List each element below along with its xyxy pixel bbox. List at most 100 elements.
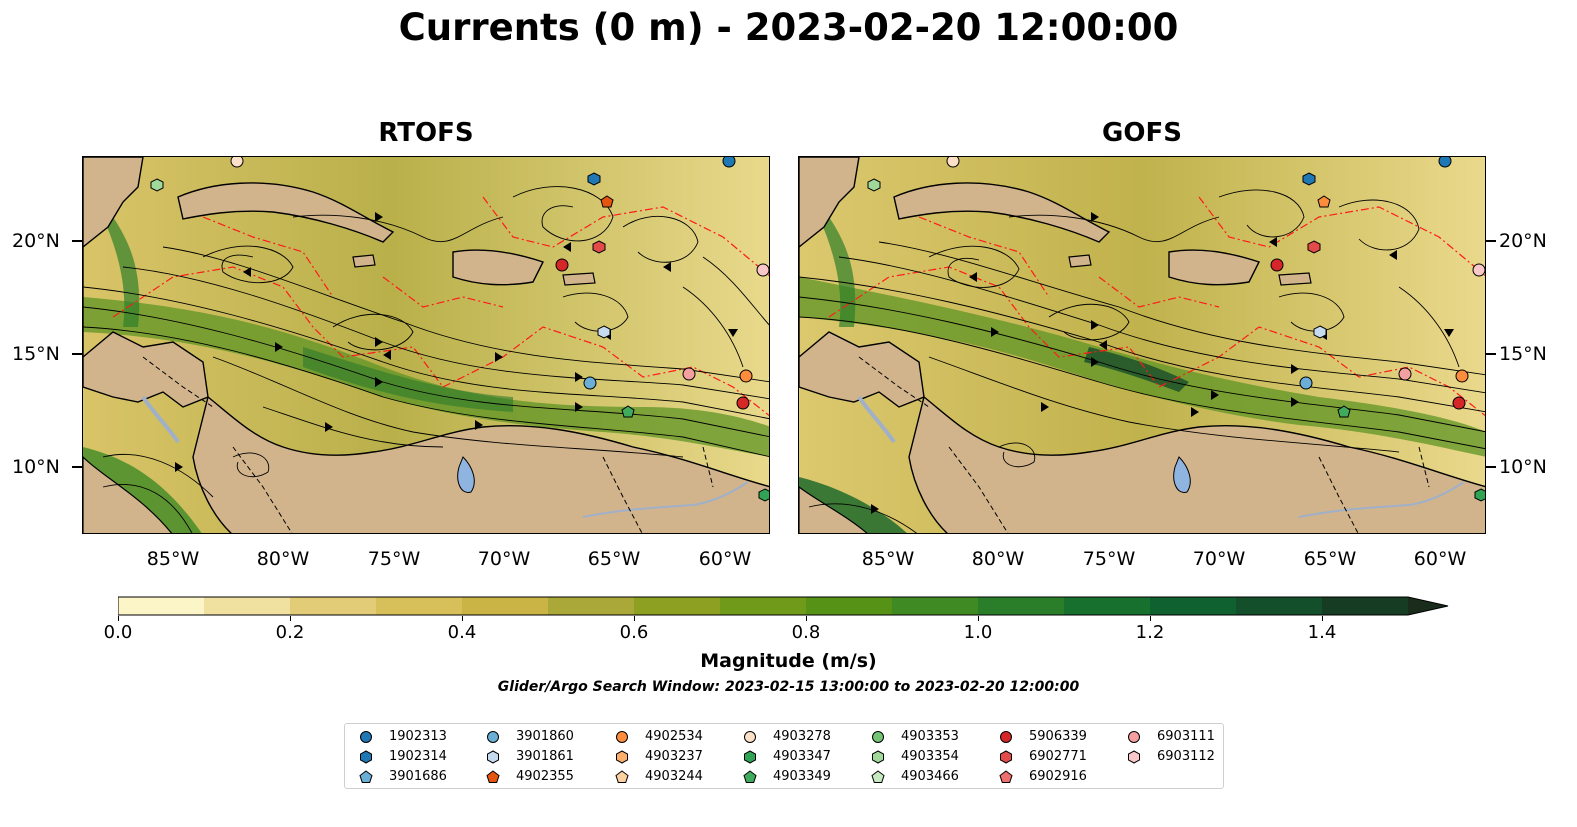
colorbar xyxy=(118,596,1449,616)
legend-marker-hexagon-icon xyxy=(360,750,372,764)
legend-label: 6902916 xyxy=(1029,769,1087,784)
legend-label: 6903112 xyxy=(1157,749,1215,764)
legend-marker-hexagon-icon xyxy=(872,750,884,764)
panel-title-rtofs: RTOFS xyxy=(378,118,474,148)
map-rtofs xyxy=(82,156,770,534)
colorbar-segment xyxy=(806,597,893,615)
colorbar-segment xyxy=(204,597,291,615)
float-legend: 1902313 1902314 3901686 3901860 3901861 49023… xyxy=(344,723,1224,789)
lon-label-65w-right: 65°W xyxy=(1303,548,1357,570)
colorbar-segment xyxy=(634,597,721,615)
colorbar-segment xyxy=(1150,597,1237,615)
search-window-subtitle: Glider/Argo Search Window: 2023-02-15 13… xyxy=(497,679,1080,695)
lat-tick xyxy=(72,353,82,355)
colorbar-segment xyxy=(1322,597,1409,615)
legend-marker-pentagon-icon xyxy=(486,770,500,783)
lat-label-15n: 15°N xyxy=(12,343,60,365)
legend-marker-circle-icon xyxy=(616,731,628,743)
lat-label-20n-right: 20°N xyxy=(1499,230,1547,252)
map-gofs xyxy=(798,156,1486,534)
colorbar-segment xyxy=(720,597,807,615)
colorbar-segment xyxy=(978,597,1065,615)
colorbar-outline xyxy=(118,596,1449,616)
legend-marker-circle-icon xyxy=(487,731,499,743)
lat-label-10n: 10°N xyxy=(12,456,60,478)
legend-marker-hexagon-icon xyxy=(1000,750,1012,764)
legend-label: 4902355 xyxy=(516,769,574,784)
map-gofs-graphic xyxy=(799,157,1485,533)
colorbar-tick-mark xyxy=(1321,616,1323,621)
colorbar-tick-mark xyxy=(461,616,463,621)
legend-label: 1902314 xyxy=(389,749,447,764)
lon-label-85w: 85°W xyxy=(146,548,200,570)
colorbar-tick-mark xyxy=(633,616,635,621)
lon-label-75w: 75°W xyxy=(367,548,421,570)
lon-label-60w-right: 60°W xyxy=(1413,548,1467,570)
legend-label: 3901861 xyxy=(516,749,574,764)
colorbar-tick-mark xyxy=(977,616,979,621)
legend-label: 4902534 xyxy=(645,729,703,744)
legend-marker-hexagon-icon xyxy=(744,750,756,764)
legend-marker-pentagon-icon xyxy=(615,770,629,783)
legend-marker-circle-icon xyxy=(744,731,756,743)
legend-label: 5906339 xyxy=(1029,729,1087,744)
lon-label-75w-right: 75°W xyxy=(1082,548,1136,570)
legend-label: 4903349 xyxy=(773,769,831,784)
legend-marker-circle-icon xyxy=(1128,731,1140,743)
colorbar-tick-label: 1.0 xyxy=(963,622,993,643)
lat-tick xyxy=(1486,466,1496,468)
lat-label-15n-right: 15°N xyxy=(1499,343,1547,365)
colorbar-segment xyxy=(376,597,463,615)
lat-label-20n: 20°N xyxy=(12,230,60,252)
colorbar-segment xyxy=(1236,597,1323,615)
legend-label: 1902313 xyxy=(389,729,447,744)
colorbar-label: Magnitude (m/s) xyxy=(700,650,877,672)
figure-title: Currents (0 m) - 2023-02-20 12:00:00 xyxy=(398,6,1179,49)
lon-label-85w-right: 85°W xyxy=(861,548,915,570)
lat-tick xyxy=(72,466,82,468)
colorbar-segment xyxy=(1064,597,1151,615)
lon-label-70w: 70°W xyxy=(477,548,531,570)
colorbar-segment xyxy=(548,597,635,615)
legend-label: 6903111 xyxy=(1157,729,1215,744)
colorbar-tick-label: 0.4 xyxy=(447,622,477,643)
legend-marker-pentagon-icon xyxy=(871,770,885,783)
legend-label: 4903353 xyxy=(901,729,959,744)
legend-marker-circle-icon xyxy=(1000,731,1012,743)
legend-marker-hexagon-icon xyxy=(487,750,499,764)
legend-label: 6902771 xyxy=(1029,749,1087,764)
lat-tick xyxy=(1486,353,1496,355)
colorbar-tick-label: 0.0 xyxy=(103,622,133,643)
legend-marker-pentagon-icon xyxy=(999,770,1013,783)
colorbar-tick-label: 1.2 xyxy=(1135,622,1165,643)
legend-marker-hexagon-icon xyxy=(1128,750,1140,764)
colorbar-tick-mark xyxy=(805,616,807,621)
legend-label: 4903347 xyxy=(773,749,831,764)
panel-title-gofs: GOFS xyxy=(1102,118,1182,148)
legend-marker-circle-icon xyxy=(872,731,884,743)
legend-marker-pentagon-icon xyxy=(359,770,373,783)
legend-label: 4903354 xyxy=(901,749,959,764)
legend-label: 4903244 xyxy=(645,769,703,784)
colorbar-segment xyxy=(290,597,377,615)
legend-label: 3901860 xyxy=(516,729,574,744)
legend-label: 4903466 xyxy=(901,769,959,784)
colorbar-tick-label: 1.4 xyxy=(1307,622,1337,643)
lat-tick xyxy=(72,240,82,242)
lon-label-65w: 65°W xyxy=(587,548,641,570)
legend-marker-pentagon-icon xyxy=(743,770,757,783)
lon-label-60w: 60°W xyxy=(698,548,752,570)
lon-label-80w: 80°W xyxy=(256,548,310,570)
colorbar-tick-mark xyxy=(117,616,119,621)
lat-tick xyxy=(1486,240,1496,242)
colorbar-segment xyxy=(892,597,979,615)
colorbar-tick-mark xyxy=(1149,616,1151,621)
colorbar-extend-arrow xyxy=(1408,597,1448,615)
lat-label-10n-right: 10°N xyxy=(1499,456,1547,478)
colorbar-tick-mark xyxy=(289,616,291,621)
legend-marker-circle-icon xyxy=(360,731,372,743)
legend-label: 4903237 xyxy=(645,749,703,764)
colorbar-segment xyxy=(462,597,549,615)
lon-label-70w-right: 70°W xyxy=(1192,548,1246,570)
legend-label: 3901686 xyxy=(389,769,447,784)
